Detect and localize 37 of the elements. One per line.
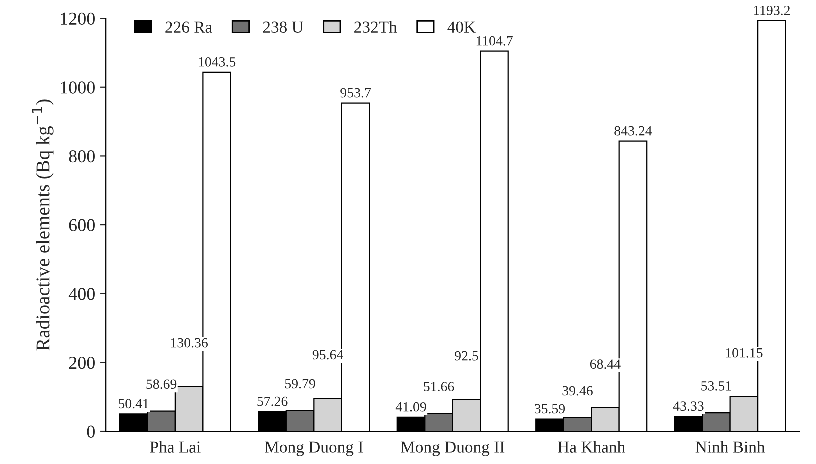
x-tick-label: Ha Khanh bbox=[558, 441, 626, 453]
legend-label: 238 U bbox=[263, 22, 304, 33]
data-label: 43.33 bbox=[673, 402, 704, 412]
data-label: 39.46 bbox=[562, 386, 593, 396]
data-label: 130.36 bbox=[171, 338, 208, 348]
data-label: 68.44 bbox=[590, 360, 621, 370]
legend-label: 232Th bbox=[354, 21, 398, 33]
y-tick-label: 0 bbox=[87, 426, 95, 438]
y-axis-title: Radioactive elements (Bq kg$^{−1}$) bbox=[32, 100, 54, 351]
data-label: 1043.5 bbox=[199, 57, 236, 67]
x-tick-label: Ninh Binh bbox=[696, 441, 766, 453]
y-tick-label: 1000 bbox=[61, 82, 95, 94]
data-label: 843.24 bbox=[614, 126, 652, 136]
data-label: 1104.7 bbox=[476, 36, 513, 46]
data-label: 59.79 bbox=[285, 379, 316, 389]
legend-label: 40K bbox=[448, 22, 476, 33]
legend-label: 226 Ra bbox=[166, 22, 212, 33]
data-label: 92.5 bbox=[455, 351, 478, 361]
data-label: 41.09 bbox=[396, 402, 426, 412]
data-label: 95.64 bbox=[312, 350, 344, 360]
data-label: 1193.2 bbox=[754, 6, 790, 16]
y-tick-label: 1200 bbox=[61, 12, 95, 25]
data-label: 51.66 bbox=[424, 382, 454, 392]
data-label: 953.7 bbox=[340, 88, 371, 98]
y-tick-label: 200 bbox=[69, 356, 95, 370]
y-tick-label: 600 bbox=[69, 219, 95, 232]
data-label: 101.15 bbox=[726, 348, 763, 358]
x-tick-label: Mong Duong I bbox=[265, 442, 364, 456]
x-tick-label: Pha Lai bbox=[150, 441, 201, 453]
y-tick-label: 800 bbox=[69, 150, 95, 163]
y-tick-label: 400 bbox=[68, 288, 95, 300]
data-label: 57.26 bbox=[258, 396, 288, 406]
data-label: 53.51 bbox=[702, 382, 732, 391]
data-label: 58.69 bbox=[146, 380, 177, 390]
data-label: 35.59 bbox=[535, 404, 566, 414]
x-tick-label: Mong Duong II bbox=[401, 442, 505, 456]
data-label: 50.41 bbox=[119, 399, 149, 409]
